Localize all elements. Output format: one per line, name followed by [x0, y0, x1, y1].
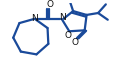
Text: N: N: [31, 14, 38, 23]
Text: N: N: [59, 13, 66, 22]
Text: O: O: [65, 31, 72, 40]
Text: O: O: [46, 0, 53, 9]
Text: O: O: [72, 38, 79, 47]
